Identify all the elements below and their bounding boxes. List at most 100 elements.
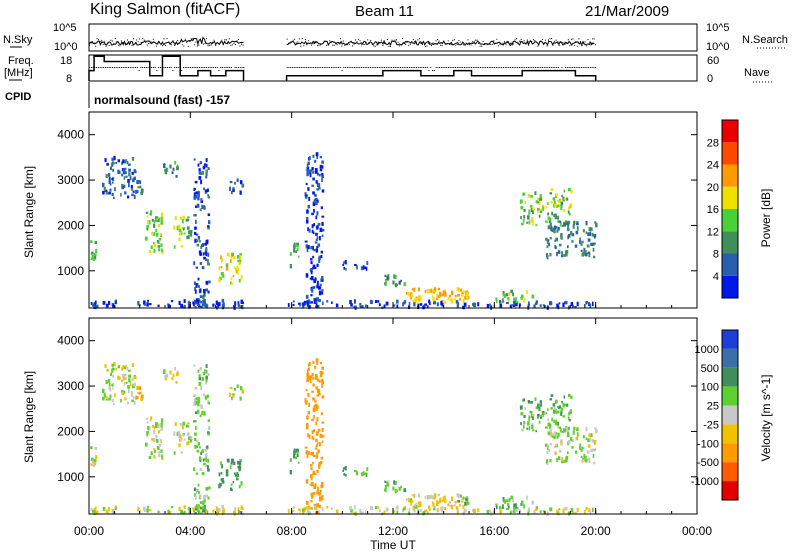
- velocity-cell: [439, 500, 442, 504]
- nave-dot: [293, 67, 295, 68]
- nave-dot: [469, 67, 471, 68]
- velocity-cell: [140, 398, 143, 401]
- nave-dot: [300, 67, 302, 68]
- nave-dot: [104, 67, 106, 68]
- velocity-cell: [121, 389, 124, 393]
- velocity-cell: [287, 509, 290, 513]
- velocity-cell: [349, 506, 352, 511]
- velocity-cell: [408, 507, 411, 513]
- power-cell: [448, 294, 451, 298]
- velocity-cell: [202, 458, 205, 462]
- velocity-cell: [377, 506, 380, 509]
- velocity-cell: [147, 505, 150, 508]
- velocity-cell: [587, 444, 591, 448]
- velocity-cell: [463, 508, 467, 513]
- velocity-cell: [94, 462, 97, 466]
- power-cell: [305, 219, 309, 224]
- time-tick-label: 00:00: [682, 524, 712, 538]
- velocity-cell: [312, 397, 315, 401]
- velocity-cell: [307, 410, 311, 415]
- velocity-cell: [105, 509, 109, 514]
- velocity-cell: [550, 394, 554, 397]
- nave-dot: [112, 67, 114, 68]
- nsearch-dot: [230, 44, 232, 46]
- velocity-cell: [180, 451, 183, 454]
- power-cell: [152, 232, 156, 236]
- power-cell: [177, 224, 181, 229]
- power-cell: [315, 305, 318, 308]
- velocity-cell: [197, 399, 200, 404]
- nsearch-dot: [355, 39, 356, 41]
- power-cell: [318, 184, 321, 188]
- nave-dot: [236, 67, 238, 68]
- power-cell: [540, 208, 542, 213]
- power-cell: [383, 304, 386, 309]
- power-cell: [553, 213, 556, 217]
- power-cell: [355, 265, 358, 270]
- nsearch-dot: [98, 39, 100, 41]
- power-cell: [198, 299, 201, 302]
- velocity-cell: [207, 458, 210, 463]
- nave-dot: [92, 67, 94, 68]
- nsearch-dot: [458, 40, 460, 42]
- nave-dot: [90, 67, 92, 68]
- velocity-cell: [547, 445, 550, 448]
- nave-dot: [311, 67, 313, 68]
- velocity-cell: [305, 500, 309, 505]
- nsearch-dot: [403, 42, 405, 44]
- power-cell: [499, 303, 503, 308]
- power-cell: [433, 301, 435, 305]
- nave-dot: [449, 67, 451, 68]
- power-cell: [318, 286, 322, 290]
- velocity-cell: [318, 497, 322, 502]
- power-cell: [502, 291, 505, 295]
- power-cell: [319, 227, 323, 233]
- power-cell: [238, 261, 241, 266]
- nsearch-dot: [212, 41, 214, 43]
- velocity-cell: [560, 442, 563, 446]
- power-cell: [106, 162, 109, 166]
- power-cell: [561, 251, 564, 256]
- power-cell: [419, 303, 423, 306]
- velocity-cell: [419, 509, 423, 512]
- nsearch-dot: [309, 43, 311, 45]
- power-cell: [539, 198, 543, 201]
- nsearch-dot: [385, 43, 387, 45]
- velocity-cell: [310, 507, 313, 510]
- velocity-cell: [508, 498, 511, 502]
- nave-dot: [361, 67, 363, 68]
- velocity-cell: [520, 422, 522, 426]
- velocity-cell: [318, 393, 321, 396]
- nave-dot: [290, 67, 292, 68]
- power-cell: [205, 288, 208, 292]
- power-cell: [520, 294, 524, 299]
- power-cell: [134, 170, 137, 174]
- nsky-line: [286, 39, 595, 47]
- power-cell: [441, 293, 444, 297]
- power-cell: [193, 281, 196, 286]
- power-cell: [94, 253, 97, 256]
- nsearch-dot: [187, 45, 189, 47]
- power-cell: [105, 173, 108, 179]
- velocity-cell: [232, 393, 235, 396]
- velocity-cell: [133, 400, 136, 406]
- velocity-cell: [293, 448, 296, 453]
- power-cell: [240, 299, 243, 304]
- nave-dot: [357, 67, 359, 68]
- power-cell: [311, 171, 315, 174]
- velocity-colorbar-tick: -1000: [691, 476, 719, 488]
- power-cell: [139, 180, 142, 185]
- power-cell: [146, 302, 149, 307]
- power-cell: [149, 303, 152, 306]
- nsearch-dot: [456, 43, 458, 45]
- nave-dot: [488, 67, 490, 68]
- power-cell: [314, 241, 318, 244]
- nsearch-dot: [552, 44, 554, 46]
- nsearch-dot: [155, 45, 157, 47]
- nave-dot: [202, 67, 204, 68]
- velocity-cell: [155, 434, 158, 439]
- colorbar-swatch: [722, 186, 738, 209]
- velocity-cell: [292, 509, 295, 513]
- velocity-cell: [558, 508, 561, 511]
- velocity-cell: [161, 454, 163, 458]
